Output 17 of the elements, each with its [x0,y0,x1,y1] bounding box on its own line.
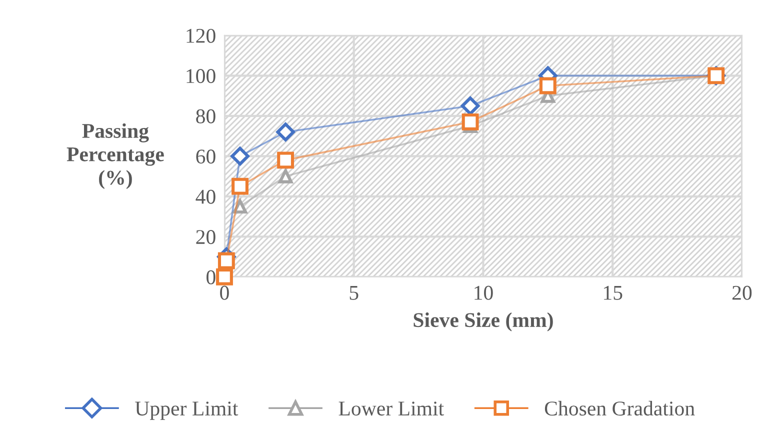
y-axis-title: Passing Percentage (%) [66,123,164,189]
x-tick-label: 15 [604,286,622,300]
y-tick-label: 120 [186,28,216,43]
x-axis-title: Sieve Size (mm) [414,312,553,332]
x-tick-label: 5 [350,286,358,300]
y-tick-label: 0 [206,270,216,284]
x-tick-label: 20 [732,286,752,300]
y-tick-label: 80 [196,109,216,124]
x-tick-label: 0 [220,286,229,300]
legend-label: Chosen Gradation [544,400,695,416]
y-tick-label: 40 [196,190,216,204]
legend-label: Upper Limit [135,402,238,420]
x-tick-label: 10 [474,286,493,300]
legend-label: Lower Limit [338,402,444,416]
y-tick-label: 100 [186,69,216,84]
y-tick-label: 20 [196,230,216,244]
y-tick-label: 60 [196,150,216,164]
